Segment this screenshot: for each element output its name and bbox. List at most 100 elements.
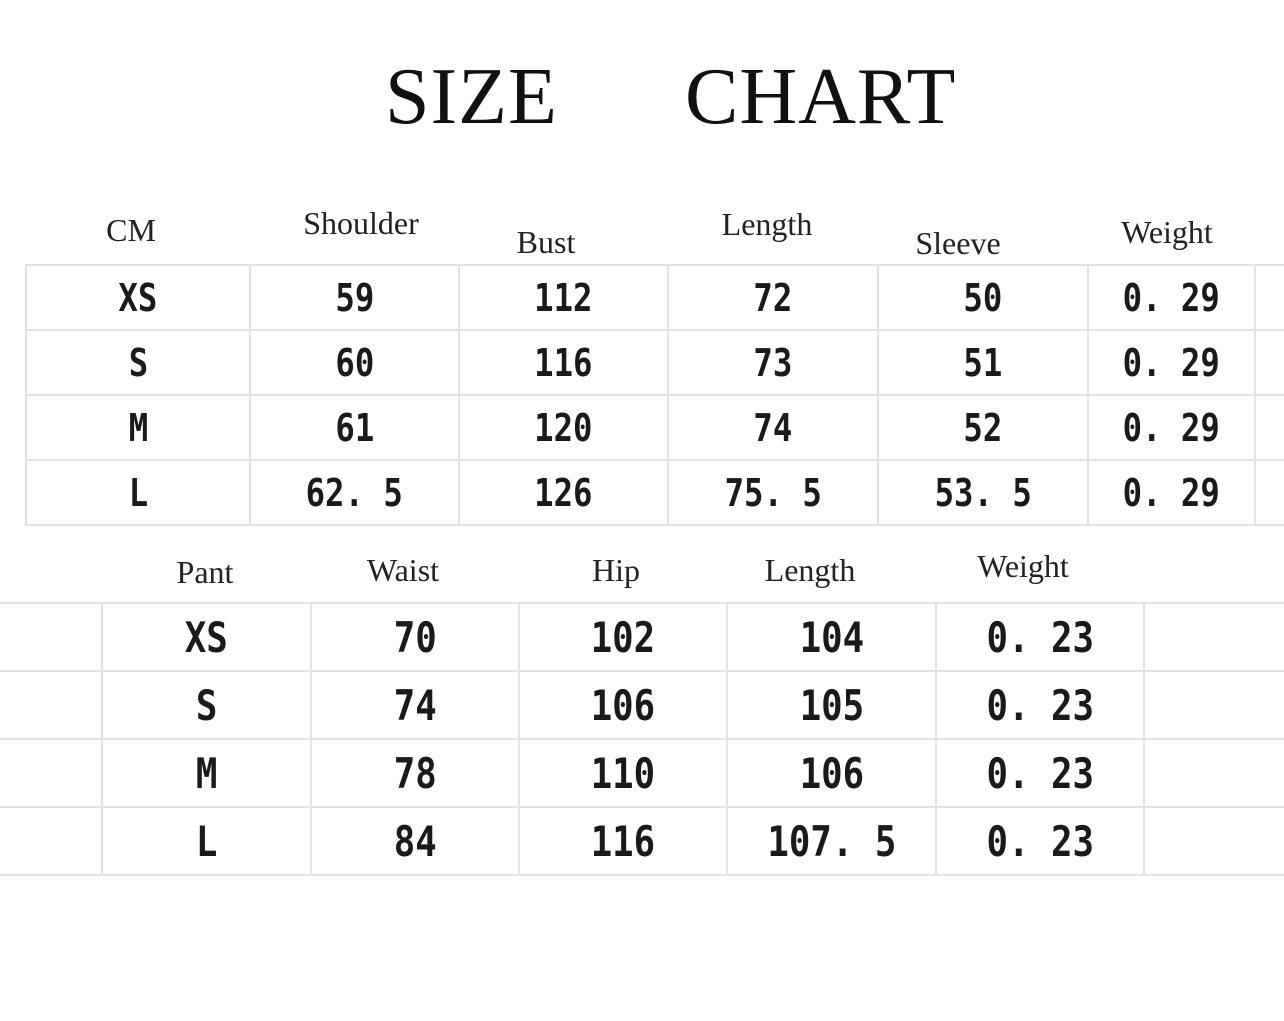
table-cell: 0. 23 [935, 806, 1145, 876]
cell-text: 0. 23 [986, 816, 1094, 866]
column-header: Waist [366, 552, 440, 588]
cell-text: 74 [753, 405, 793, 450]
table-cell: 62. 5 [249, 459, 460, 526]
table-cell: 0. 23 [935, 602, 1145, 672]
cell-text: 70 [393, 612, 437, 662]
table-cell: 50 [877, 264, 1089, 331]
cell-text: 0. 29 [1122, 405, 1221, 450]
title-size: SIZE [385, 53, 558, 141]
cell-text: 61 [335, 405, 374, 450]
table-row: M 78 110 106 0. 23 [0, 738, 1284, 808]
cell-text: S [195, 680, 218, 730]
column-header: Bust [516, 224, 576, 260]
cell-text: 60 [335, 340, 374, 385]
cell-text: 107. 5 [767, 816, 896, 866]
column-header: Length [721, 206, 813, 242]
column-header: Length [764, 552, 856, 588]
table-row: XS 70 102 104 0. 23 [0, 602, 1284, 672]
table-cell: 110 [518, 738, 728, 808]
cell-text: L [128, 470, 148, 515]
spacer-cell [1143, 670, 1284, 740]
top-size-table: XS 59 112 72 50 0. 29 S 60 116 73 51 0. 29 M 61 120 74 5… [25, 264, 1284, 526]
table-cell: 59 [249, 264, 460, 331]
table-cell: 0. 23 [935, 670, 1145, 740]
table-row: S 74 106 105 0. 23 [0, 670, 1284, 740]
table-cell: 126 [458, 459, 669, 526]
cell-text: 84 [393, 816, 437, 866]
table-cell: 51 [877, 329, 1089, 396]
cell-text: 126 [534, 470, 593, 515]
table-cell: 106 [726, 738, 937, 808]
cell-text: 0. 23 [986, 680, 1094, 730]
table-cell: 52 [877, 394, 1089, 461]
spacer-cell [1143, 602, 1284, 672]
spacer-cell [0, 670, 103, 740]
column-header: Weight [977, 548, 1069, 584]
cell-text: 106 [590, 680, 656, 730]
cell-text: 73 [753, 340, 793, 385]
table-cell: 106 [518, 670, 728, 740]
column-header: Sleeve [915, 225, 1001, 261]
table-cell: 120 [458, 394, 669, 461]
table-cell: 0. 29 [1087, 329, 1256, 396]
cell-text: 0. 29 [1122, 470, 1221, 515]
table-cell: 60 [249, 329, 460, 396]
spacer-cell [1143, 806, 1284, 876]
table-cell: 74 [310, 670, 520, 740]
table-cell: L [101, 806, 312, 876]
table-cell: 78 [310, 738, 520, 808]
cell-text: 75. 5 [724, 470, 822, 515]
column-header: Shoulder [303, 205, 419, 241]
table-cell: M [25, 394, 251, 461]
cell-text: 51 [963, 340, 1003, 385]
table-cell: 75. 5 [667, 459, 879, 526]
table-cell: 73 [667, 329, 879, 396]
title-chart: CHART [685, 53, 957, 141]
column-header: Weight [1121, 214, 1213, 250]
column-header: CM [106, 212, 156, 248]
cell-text: 0. 23 [986, 748, 1094, 798]
table-cell: 84 [310, 806, 520, 876]
cell-text: S [128, 340, 148, 385]
cell-text: 62. 5 [305, 470, 404, 515]
column-header: Hip [592, 552, 640, 588]
table-cell: 70 [310, 602, 520, 672]
table-cell: 104 [726, 602, 937, 672]
cell-text: 74 [393, 680, 437, 730]
cell-text: 116 [590, 816, 656, 866]
spacer-cell [0, 738, 103, 808]
cell-text: XS [184, 612, 228, 662]
spacer-cell [0, 602, 103, 672]
table-row: S 60 116 73 51 0. 29 [25, 329, 1284, 396]
table-cell: 112 [458, 264, 669, 331]
cell-text: 116 [534, 340, 593, 385]
table-cell: 107. 5 [726, 806, 937, 876]
table-row: L 84 116 107. 5 0. 23 [0, 806, 1284, 876]
table-cell: 116 [518, 806, 728, 876]
spacer-cell [1254, 264, 1284, 331]
cell-text: L [195, 816, 218, 866]
table-cell: XS [25, 264, 251, 331]
cell-text: 0. 23 [986, 612, 1094, 662]
cell-text: M [128, 405, 148, 450]
spacer-cell [1254, 459, 1284, 526]
table-cell: M [101, 738, 312, 808]
cell-text: 72 [753, 275, 793, 320]
bottom-size-table: XS 70 102 104 0. 23 S 74 106 105 0. 23 M 78 110 106 0.… [0, 602, 1284, 876]
cell-text: 53. 5 [934, 470, 1032, 515]
table-cell: 0. 29 [1087, 264, 1256, 331]
spacer-cell [1254, 394, 1284, 461]
table-row: M 61 120 74 52 0. 29 [25, 394, 1284, 461]
cell-text: 0. 29 [1122, 275, 1221, 320]
table-row: XS 59 112 72 50 0. 29 [25, 264, 1284, 331]
cell-text: XS [118, 275, 158, 320]
table-cell: 116 [458, 329, 669, 396]
spacer-cell [1143, 738, 1284, 808]
table-cell: XS [101, 602, 312, 672]
table-cell: 74 [667, 394, 879, 461]
cell-text: 112 [534, 275, 593, 320]
table-cell: 0. 29 [1087, 459, 1256, 526]
spacer-cell [1254, 329, 1284, 396]
table-cell: 102 [518, 602, 728, 672]
table-cell: S [25, 329, 251, 396]
